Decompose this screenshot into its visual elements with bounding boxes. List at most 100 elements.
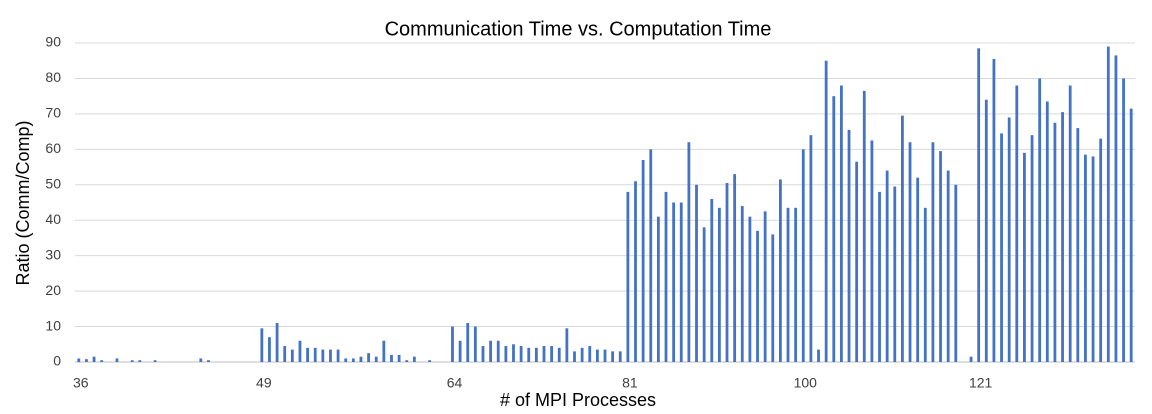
bar: [1023, 152, 1026, 362]
bar: [664, 191, 668, 362]
x-tick-label: 121: [969, 375, 993, 391]
bar: [893, 186, 897, 362]
bar: [725, 183, 729, 362]
bar: [656, 216, 660, 362]
bar: [763, 211, 767, 362]
bar: [527, 347, 531, 362]
bar: [329, 349, 332, 362]
bar: [77, 358, 81, 362]
bar: [702, 227, 706, 362]
bar: [969, 356, 973, 362]
x-tick-label: 100: [794, 375, 818, 391]
bar: [931, 142, 935, 362]
bar: [336, 349, 340, 362]
bar: [634, 181, 637, 362]
bar: [458, 340, 462, 362]
bar: [351, 358, 355, 362]
bar: [756, 230, 759, 362]
bar: [374, 356, 378, 362]
bar: [153, 360, 157, 362]
bar: [115, 358, 119, 362]
bar: [977, 48, 981, 363]
bar: [1084, 154, 1087, 362]
bar: [954, 184, 958, 362]
bar: [695, 184, 698, 362]
bar: [1091, 156, 1095, 362]
bar: [740, 206, 744, 362]
bar: [641, 159, 645, 362]
bar: [405, 360, 409, 362]
bar: [1053, 122, 1057, 362]
bar: [397, 354, 401, 362]
y-tick-label: 50: [45, 175, 61, 191]
bar: [321, 349, 325, 362]
bar: [1122, 78, 1125, 362]
bar: [809, 135, 813, 362]
bar: [1030, 135, 1034, 362]
bar: [588, 346, 592, 362]
bar: [504, 346, 508, 362]
bar: [519, 346, 523, 362]
bar: [550, 346, 554, 362]
bar: [557, 347, 561, 362]
bar: [984, 99, 988, 362]
bar: [290, 349, 294, 362]
y-tick-label: 40: [45, 211, 61, 227]
y-tick-label: 30: [45, 246, 61, 262]
bar: [878, 191, 881, 362]
bar: [85, 359, 88, 362]
bar: [1068, 85, 1072, 363]
x-tick-label: 36: [73, 375, 89, 391]
bar: [473, 326, 477, 362]
bar: [649, 149, 653, 362]
bar: [679, 202, 683, 362]
bar: [283, 346, 287, 362]
bar: [611, 351, 615, 362]
bar: [367, 353, 370, 362]
bar: [901, 115, 904, 363]
bar: [1076, 128, 1080, 362]
bar: [344, 358, 348, 362]
bar: [870, 140, 874, 362]
bar: [512, 344, 515, 362]
bar: [260, 328, 264, 362]
bar: [130, 360, 134, 362]
y-tick-label: 90: [45, 34, 61, 50]
bar: [885, 170, 889, 362]
bar: [733, 174, 737, 362]
bar: [923, 207, 927, 362]
bar: [1106, 46, 1110, 363]
bar: [717, 207, 721, 362]
bar: [687, 142, 691, 362]
bar: [939, 151, 942, 362]
bar: [916, 177, 920, 362]
y-tick-label: 20: [45, 282, 61, 298]
chart-title: Communication Time vs. Computation Time: [385, 18, 772, 40]
bar: [1000, 133, 1003, 362]
bar: [626, 191, 630, 362]
bar: [313, 347, 317, 362]
bar: [595, 349, 599, 362]
y-tick-label: 0: [53, 353, 61, 369]
bar: [832, 96, 836, 363]
bar: [298, 340, 302, 362]
bar: [1129, 108, 1133, 362]
x-axis-title: # of MPI Processes: [500, 390, 656, 410]
bar: [992, 58, 996, 362]
bar: [306, 347, 309, 362]
x-tick-label: 64: [447, 375, 463, 391]
bar: [390, 354, 393, 362]
bar: [1061, 112, 1064, 362]
bar: [573, 351, 576, 362]
bar: [100, 360, 104, 362]
bar: [603, 349, 607, 362]
bar: [268, 337, 271, 362]
bar: [92, 356, 96, 362]
bar: [618, 351, 622, 362]
bar: [908, 142, 912, 362]
bar: [1007, 117, 1011, 362]
bar: [496, 340, 500, 362]
bar: [855, 161, 859, 362]
